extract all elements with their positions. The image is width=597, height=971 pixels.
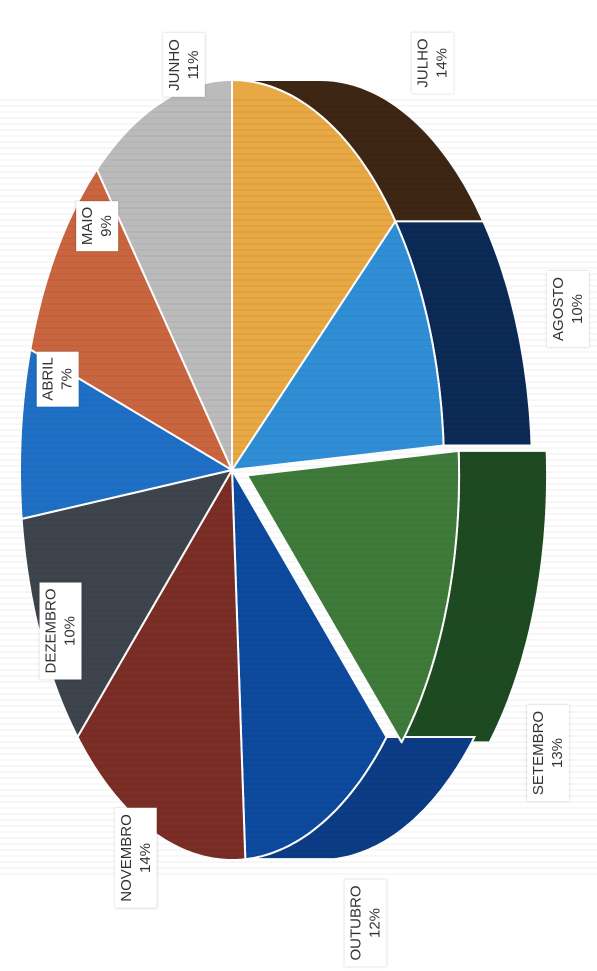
label-agosto-name: AGOSTO — [549, 277, 567, 341]
label-abril: ABRIL 7% — [36, 351, 79, 407]
label-maio-pct: 9% — [98, 215, 116, 237]
label-novembro-pct: 14% — [136, 842, 154, 874]
slice-outubro — [231, 469, 388, 861]
label-junho-pct: 11% — [184, 50, 202, 80]
label-outubro: OUTUBRO 12% — [344, 879, 387, 967]
label-junho: JUNHO 11% — [162, 33, 205, 97]
label-maio-name: MAIO — [79, 206, 97, 246]
label-novembro-name: NOVEMBRO — [117, 814, 135, 902]
label-agosto: AGOSTO 10% — [546, 271, 589, 347]
pie-top-faces — [19, 79, 461, 861]
label-dezembro: DEZEMBRO 10% — [39, 582, 82, 680]
label-novembro: NOVEMBRO 14% — [114, 808, 157, 908]
slice-junho — [95, 79, 233, 471]
label-maio: MAIO 9% — [76, 200, 119, 252]
label-julho-pct: 14% — [433, 47, 451, 79]
label-dezembro-pct: 10% — [61, 615, 79, 647]
label-julho-name: JULHO — [414, 38, 432, 88]
slice-setembro — [246, 449, 461, 744]
label-setembro: SETEMBRO 13% — [527, 704, 570, 802]
label-setembro-pct: 13% — [549, 737, 567, 769]
label-abril-name: ABRIL — [39, 357, 57, 401]
label-outubro-pct: 12% — [366, 907, 384, 939]
pie-side-walls — [231, 79, 549, 861]
label-abril-pct: 7% — [58, 368, 76, 390]
label-junho-name: JUNHO — [165, 39, 183, 91]
label-dezembro-name: DEZEMBRO — [42, 588, 60, 674]
texture-bands — [0, 99, 597, 875]
slice-julho — [231, 79, 397, 471]
label-setembro-name: SETEMBRO — [530, 710, 548, 796]
label-agosto-pct: 10% — [568, 293, 586, 325]
label-julho: JULHO 14% — [411, 32, 454, 94]
slice-agosto — [231, 220, 445, 471]
label-outubro-name: OUTUBRO — [347, 885, 365, 961]
